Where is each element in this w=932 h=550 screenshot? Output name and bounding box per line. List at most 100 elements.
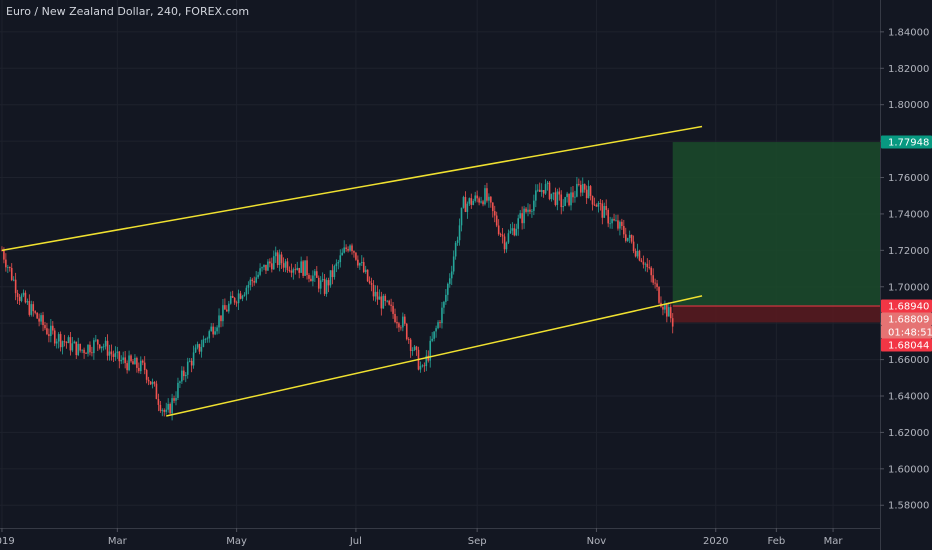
- price-tag-countdown: 01:48:51: [881, 325, 932, 339]
- candle: [228, 300, 230, 314]
- candle: [194, 344, 197, 354]
- candle: [300, 256, 302, 273]
- candle: [664, 300, 666, 314]
- candle: [443, 300, 445, 314]
- candle: [388, 299, 390, 306]
- candle: [478, 196, 480, 206]
- candle: [290, 263, 293, 278]
- candle: [626, 237, 629, 243]
- candle: [564, 196, 566, 207]
- candle: [110, 344, 113, 361]
- candle: [624, 227, 627, 243]
- candle: [329, 270, 332, 288]
- candle: [91, 346, 93, 357]
- candle: [243, 292, 246, 297]
- candle: [652, 268, 654, 286]
- candle: [599, 198, 602, 211]
- candle: [472, 198, 475, 206]
- candle: [55, 338, 58, 349]
- candle: [482, 199, 484, 207]
- candle: [30, 300, 33, 317]
- candle: [411, 347, 414, 356]
- candle: [81, 349, 83, 354]
- time-axis-bg: [0, 528, 880, 550]
- candle: [12, 276, 15, 282]
- candle: [429, 336, 432, 368]
- stop-zone[interactable]: [672, 306, 880, 323]
- candle: [374, 285, 377, 302]
- candle: [128, 350, 130, 372]
- channel-line-lower[interactable]: [166, 295, 703, 417]
- candle: [216, 325, 218, 335]
- candle: [509, 223, 512, 234]
- candle: [46, 322, 48, 336]
- candle: [34, 310, 36, 315]
- candle: [141, 359, 144, 366]
- candle: [341, 248, 344, 256]
- candle: [73, 340, 76, 344]
- candle: [394, 308, 396, 324]
- candle: [292, 267, 295, 280]
- candle: [671, 313, 674, 334]
- candle: [548, 181, 551, 201]
- candle: [497, 219, 500, 236]
- candle: [69, 332, 72, 356]
- candle: [642, 255, 645, 269]
- candle: [208, 329, 211, 343]
- channel-line-upper[interactable]: [1, 125, 703, 252]
- candle: [206, 336, 209, 343]
- candle: [415, 345, 418, 356]
- candle: [468, 197, 471, 206]
- candle: [327, 277, 330, 293]
- candle: [267, 259, 269, 271]
- candle: [183, 366, 185, 381]
- candle: [658, 286, 660, 305]
- candle: [570, 186, 572, 211]
- candle: [407, 337, 410, 344]
- candle: [601, 200, 604, 225]
- target-zone[interactable]: [672, 142, 880, 307]
- candle: [132, 358, 134, 365]
- candle: [366, 269, 369, 283]
- candle: [605, 199, 608, 216]
- candle: [402, 312, 404, 332]
- candlestick-series: [1, 176, 674, 421]
- time-tick-label: Mar: [108, 536, 128, 547]
- candle: [578, 178, 580, 187]
- candle: [16, 289, 19, 304]
- candle: [24, 290, 27, 304]
- candle: [603, 202, 606, 218]
- candle: [376, 285, 379, 305]
- candle: [400, 325, 402, 331]
- candle: [437, 320, 439, 330]
- candle: [409, 337, 412, 358]
- price-tick-label: 1.76000: [888, 173, 929, 184]
- candle: [519, 210, 521, 219]
- channel-lines[interactable]: [1, 125, 703, 417]
- candle: [314, 268, 316, 282]
- candle: [343, 240, 345, 254]
- candle: [280, 251, 283, 269]
- price-tag-text: 1.68809: [888, 315, 929, 326]
- candle: [188, 358, 191, 363]
- candle: [61, 340, 64, 355]
- position-zones[interactable]: [672, 142, 880, 323]
- candle: [456, 236, 459, 246]
- candle: [421, 364, 424, 368]
- candle: [644, 262, 647, 272]
- candle: [533, 194, 535, 216]
- candle: [490, 195, 492, 208]
- candle: [269, 258, 271, 268]
- candle: [630, 234, 633, 244]
- candle: [323, 273, 326, 297]
- time-tick-label: 2019: [0, 536, 15, 547]
- candle: [218, 308, 220, 334]
- candle: [184, 372, 187, 383]
- candle: [317, 275, 320, 293]
- candle: [118, 351, 121, 369]
- candle: [542, 189, 545, 198]
- candle: [40, 312, 42, 325]
- candle: [368, 276, 371, 285]
- candle: [65, 341, 68, 349]
